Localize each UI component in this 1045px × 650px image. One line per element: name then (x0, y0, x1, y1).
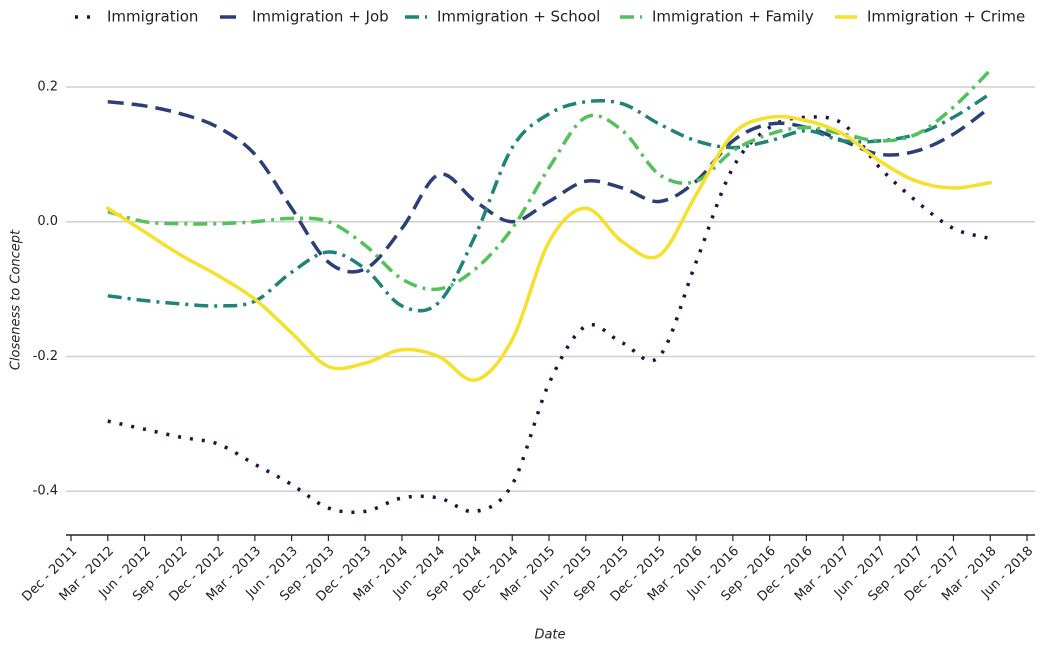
series-line (107, 100, 992, 274)
y-axis-title: Closeness to Concept (9, 229, 24, 370)
legend-label: Immigration + School (437, 8, 600, 26)
legend-label: Immigration (107, 8, 198, 26)
series-line (106, 114, 992, 382)
legend: Immigration Immigration + Job Immigration … (75, 8, 1025, 26)
x-axis-title: Date (534, 628, 565, 643)
legend-label: Immigration + Crime (867, 8, 1025, 26)
legend-label: Immigration + Job (252, 8, 389, 26)
y-tick-label: -0.2 (33, 349, 58, 364)
y-tick-label: 0.0 (37, 214, 58, 229)
series-line (107, 68, 992, 292)
y-tick-label: 0.2 (37, 79, 58, 94)
series-line (107, 115, 991, 515)
legend-label: Immigration + Family (652, 8, 814, 26)
y-tick-label: -0.4 (33, 484, 58, 499)
